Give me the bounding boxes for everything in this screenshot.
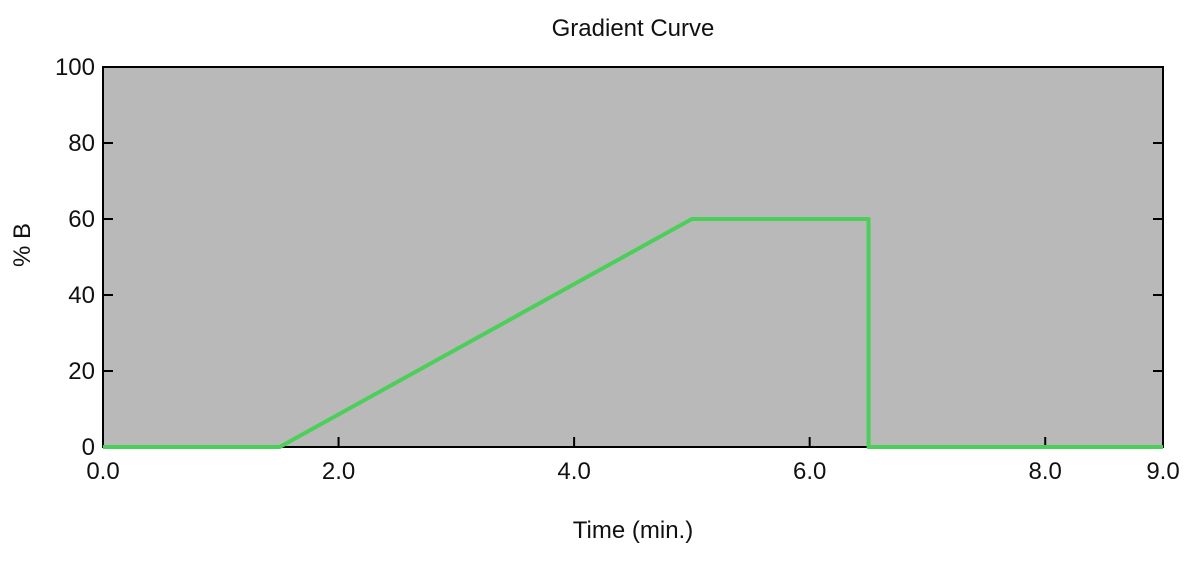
- x-axis-label: Time (min.): [573, 517, 693, 544]
- plot-area: [102, 66, 1164, 448]
- x-tick-label: 6.0: [793, 458, 826, 485]
- y-tick-label: 0: [82, 434, 95, 461]
- y-tick-label: 80: [68, 130, 95, 157]
- y-axis-label: % B: [9, 223, 36, 267]
- x-tick-label: 0.0: [86, 458, 119, 485]
- x-tick-label: 4.0: [557, 458, 590, 485]
- x-tick-label: 9.0: [1146, 458, 1179, 485]
- y-tick-label: 20: [68, 358, 95, 385]
- y-tick-label: 100: [55, 54, 95, 81]
- y-tick-label: 40: [68, 282, 95, 309]
- axis-ticks: 0.0 2.0 4.0 6.0 8.0 9.0 0 20 40 60 80 100: [55, 54, 1180, 485]
- y-tick-label: 60: [68, 206, 95, 233]
- chart-title: Gradient Curve: [552, 15, 715, 42]
- x-tick-label: 8.0: [1029, 458, 1062, 485]
- series-line: [103, 217, 1163, 449]
- x-tick-label: 2.0: [322, 458, 355, 485]
